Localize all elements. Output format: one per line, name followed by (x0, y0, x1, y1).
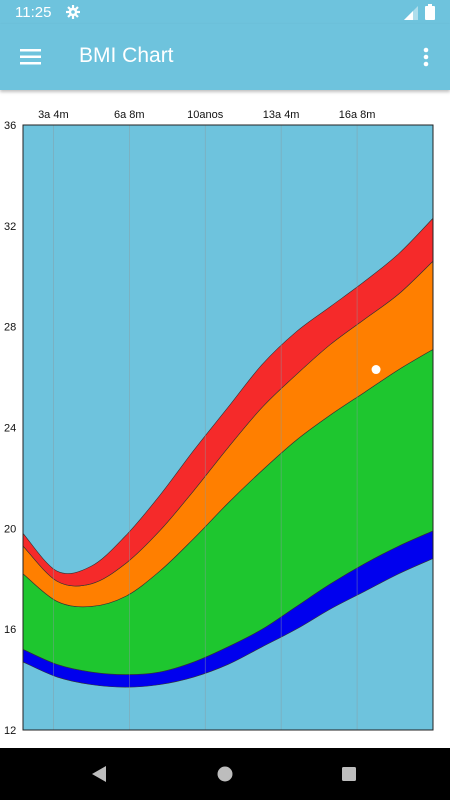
x-tick-label: 10anos (187, 109, 224, 121)
gear-icon (66, 5, 80, 19)
y-tick-label: 36 (4, 120, 16, 132)
home-circle-icon[interactable] (207, 758, 243, 790)
system-nav-bar (0, 748, 450, 800)
y-tick-label: 20 (4, 523, 16, 535)
y-tick-label: 12 (4, 725, 16, 737)
recents-square-icon[interactable] (331, 758, 367, 790)
status-bar: 11:25 (0, 0, 450, 24)
status-time: 11:25 (15, 4, 52, 21)
x-tick-label: 13a 4m (263, 109, 300, 121)
signal-icon (404, 6, 418, 20)
y-tick-label: 32 (4, 221, 16, 233)
y-tick-label: 24 (4, 423, 16, 435)
y-tick-label: 28 (4, 322, 16, 334)
plot-frame (22, 124, 434, 731)
app-bar: BMI Chart (0, 24, 450, 90)
y-tick-label: 16 (4, 624, 16, 636)
x-tick-label: 16a 8m (339, 109, 376, 121)
bmi-chart-container: 3a 4m 6a 8m 10anos 13a 4m 16a 8m 12 16 20 24 28 3… (0, 100, 450, 748)
x-tick-label: 3a 4m (38, 109, 69, 121)
hamburger-menu-icon[interactable] (10, 37, 50, 77)
back-triangle-icon[interactable] (81, 758, 117, 790)
x-tick-label: 6a 8m (114, 109, 145, 121)
more-vert-icon[interactable] (410, 37, 442, 77)
bmi-chart[interactable]: 3a 4m 6a 8m 10anos 13a 4m 16a 8m 12 16 20 24 28 3… (0, 100, 450, 748)
battery-icon (425, 4, 435, 20)
bmi-data-point[interactable] (371, 365, 381, 375)
page-title: BMI Chart (79, 44, 174, 67)
